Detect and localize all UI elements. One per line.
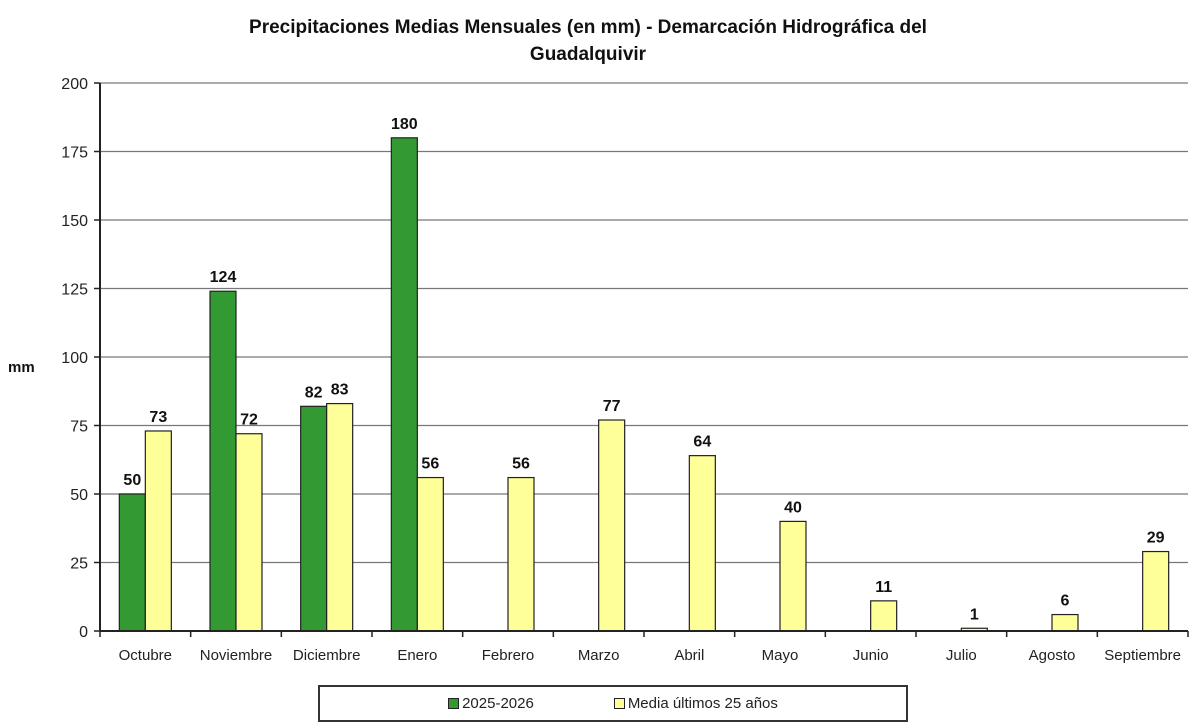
y-tick-label: 200 (61, 76, 88, 93)
data-label: 40 (784, 499, 802, 516)
data-label: 124 (210, 269, 237, 286)
bar-media (235, 433, 263, 632)
data-label: 29 (1147, 530, 1165, 547)
x-tick-label: Abril (674, 647, 704, 664)
y-tick-label: 100 (61, 350, 88, 367)
bar-media (779, 520, 807, 632)
x-tick-label: Octubre (119, 647, 172, 664)
x-tick-label: Diciembre (293, 647, 361, 664)
x-tick-label: Mayo (762, 647, 799, 664)
y-tick-label: 0 (79, 624, 88, 641)
y-tick-label: 75 (70, 419, 88, 436)
bar-2025-2026 (390, 137, 418, 632)
data-label: 77 (603, 398, 621, 415)
chart-title-line-1: Precipitaciones Medias Mensuales (en mm)… (249, 17, 927, 38)
bar-media (598, 419, 626, 632)
data-label: 64 (693, 434, 711, 451)
bar-media (1142, 550, 1170, 632)
bar-media (326, 402, 354, 632)
x-tick-label: Enero (397, 647, 437, 664)
legend-item-media: Media últimos 25 años (613, 695, 778, 712)
data-label: 72 (240, 412, 258, 429)
x-tick-label: Noviembre (200, 647, 273, 664)
legend-label: Media últimos 25 años (627, 695, 778, 712)
y-tick-label: 125 (61, 282, 88, 299)
x-tick-label: Marzo (578, 647, 620, 664)
bar-media (688, 455, 716, 632)
bar-2025-2026 (118, 493, 146, 632)
data-label: 56 (421, 456, 439, 473)
data-label: 56 (512, 456, 530, 473)
bar-media (507, 476, 535, 632)
data-label: 50 (123, 472, 141, 489)
data-label: 11 (875, 579, 892, 596)
y-tick-label: 25 (70, 556, 88, 573)
y-axis-label: mm (8, 359, 35, 376)
x-tick-label: Junio (853, 647, 889, 664)
data-label: 6 (1061, 593, 1070, 610)
y-tick-label: 150 (61, 213, 88, 230)
chart-title: Precipitaciones Medias Mensuales (en mm)… (0, 14, 1176, 68)
data-label: 180 (391, 116, 418, 133)
x-tick-label: Julio (946, 647, 977, 664)
legend-swatch-green (448, 698, 460, 709)
legend-label: 2025-2026 (462, 695, 534, 712)
data-label: 83 (331, 382, 349, 399)
data-label: 82 (305, 384, 323, 401)
bar-media (1051, 613, 1079, 632)
y-tick-label: 50 (70, 487, 88, 504)
data-label: 1 (970, 606, 979, 623)
legend: 2025-2026 Media últimos 25 años (318, 685, 908, 722)
bar-media (144, 430, 172, 632)
bar-media (416, 476, 444, 632)
bar-media (870, 600, 898, 632)
legend-swatch-yellow (613, 698, 625, 709)
x-tick-label: Febrero (482, 647, 535, 664)
chart-title-line-2: Guadalquivir (529, 44, 647, 65)
bar-2025-2026 (209, 290, 237, 632)
data-label: 73 (149, 409, 167, 426)
y-tick-label: 175 (61, 145, 88, 162)
x-tick-label: Septiembre (1104, 647, 1181, 664)
legend-item-2025-2026: 2025-2026 (448, 695, 534, 712)
x-tick-label: Agosto (1029, 647, 1076, 664)
bar-2025-2026 (300, 405, 328, 632)
